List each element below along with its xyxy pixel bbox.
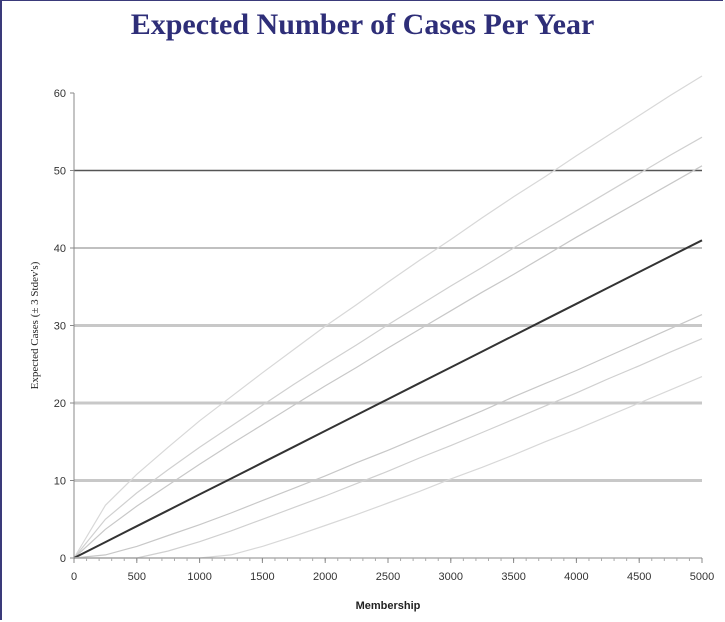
x-tick-label: 2000 bbox=[313, 571, 337, 583]
y-axis-label: Expected Cases (± 3 Stdev's) bbox=[29, 261, 41, 389]
axes bbox=[70, 92, 703, 563]
x-tick-label: 2500 bbox=[376, 571, 400, 583]
x-tick-label: 1000 bbox=[187, 571, 211, 583]
gridlines bbox=[74, 169, 702, 482]
y-tick-label: 0 bbox=[60, 553, 66, 565]
y-tick-label: 40 bbox=[54, 243, 66, 255]
series-line-4 bbox=[73, 239, 703, 559]
x-tick-label: 5000 bbox=[690, 571, 714, 583]
tick-labels: 0 10 20 30 40 50 60 0 500 1000 1500 2000 2500 3000 350… bbox=[54, 88, 714, 583]
y-tick-label: 10 bbox=[54, 476, 66, 488]
chart-title: Expected Number of Cases Per Year bbox=[130, 8, 595, 41]
x-tick-label: 500 bbox=[128, 571, 146, 583]
x-tick-label: 3000 bbox=[439, 571, 463, 583]
series-line-2 bbox=[73, 136, 703, 559]
series-line-6 bbox=[74, 338, 703, 559]
y-tick-label: 20 bbox=[54, 398, 66, 410]
x-tick-label: 1500 bbox=[250, 571, 274, 583]
x-tick-label: 4000 bbox=[564, 571, 588, 583]
x-axis-label: Membership bbox=[356, 600, 421, 612]
series-line-5 bbox=[73, 314, 703, 559]
y-tick-label: 30 bbox=[54, 321, 66, 333]
x-tick-label: 3500 bbox=[501, 571, 525, 583]
x-tick-label: 4500 bbox=[627, 571, 651, 583]
series-lines bbox=[73, 75, 703, 559]
series-line-1 bbox=[73, 75, 703, 559]
series-line-3 bbox=[73, 165, 703, 559]
x-tick-label: 0 bbox=[71, 571, 77, 583]
y-tick-label: 60 bbox=[54, 88, 66, 100]
y-tick-label: 50 bbox=[54, 166, 66, 178]
